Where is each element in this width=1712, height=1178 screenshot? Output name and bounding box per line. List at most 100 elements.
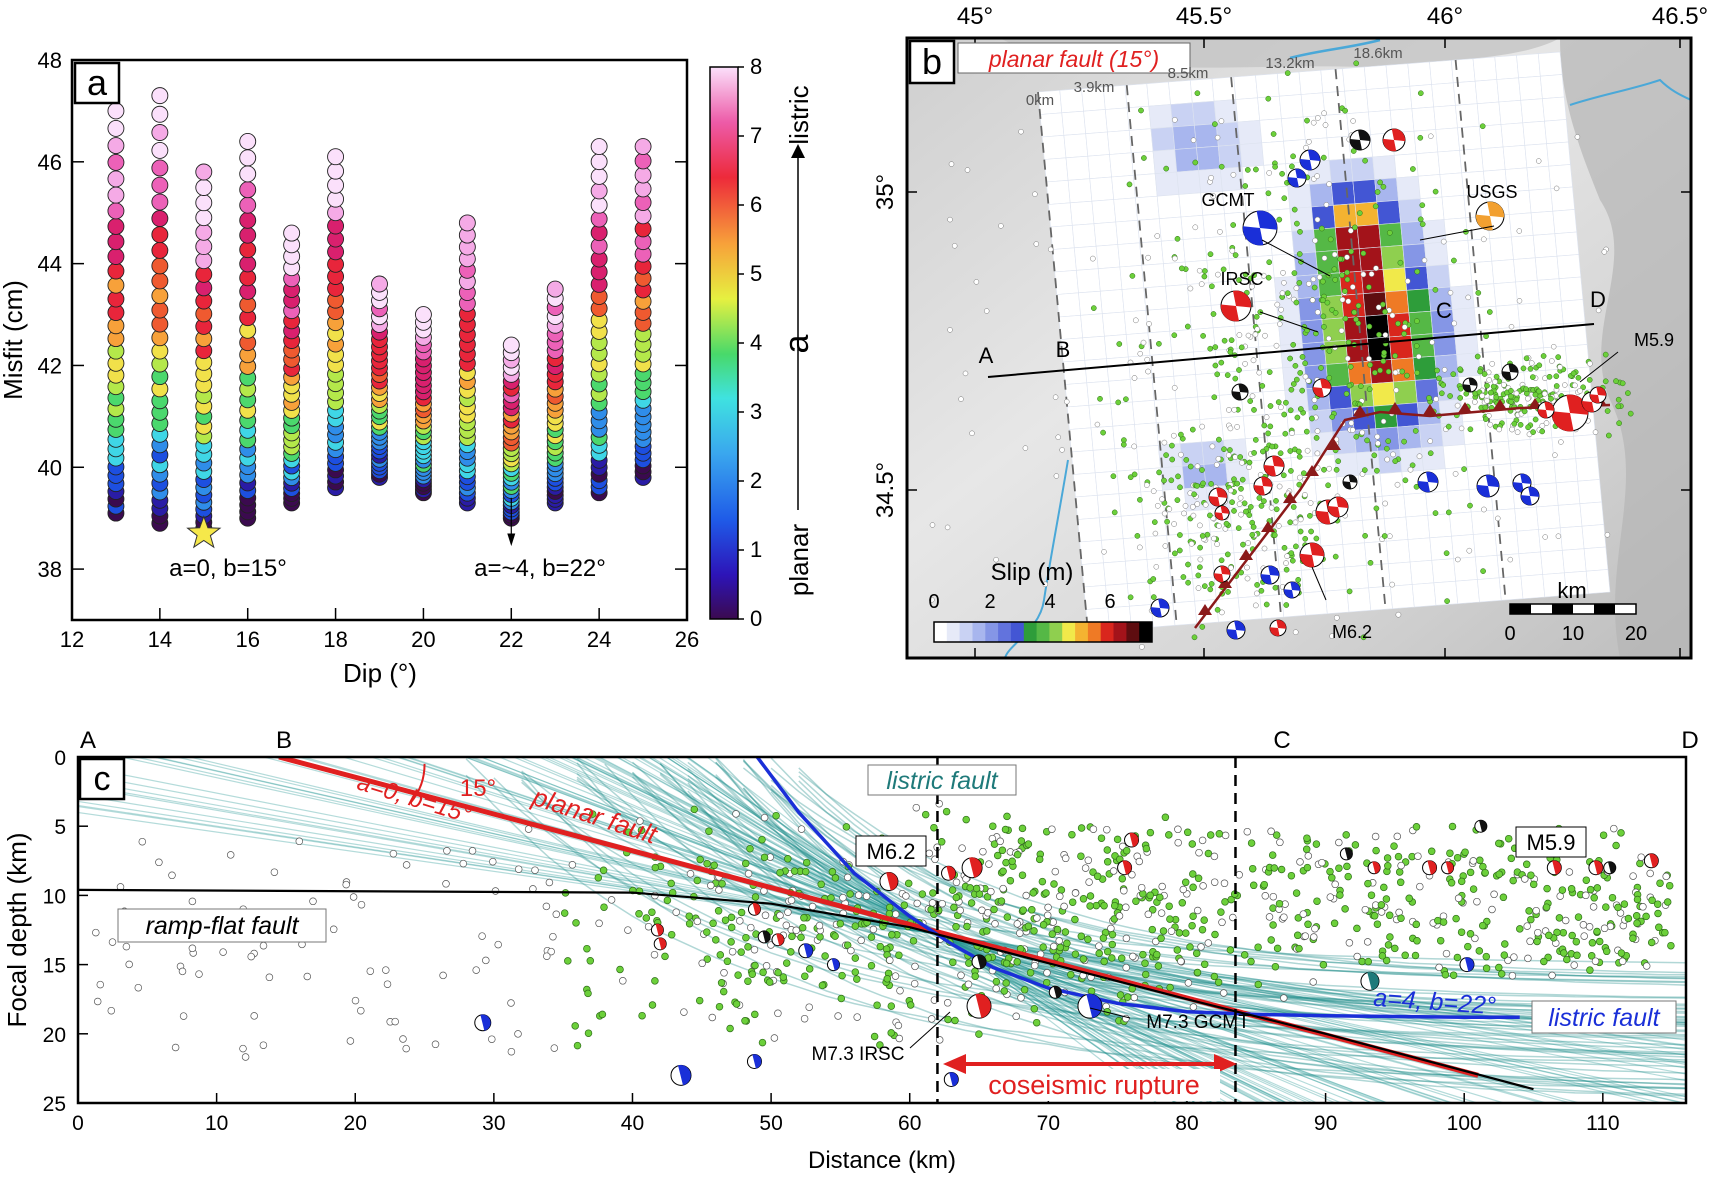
slip-patch <box>1134 422 1159 448</box>
epicenter <box>1227 425 1234 432</box>
slip-patch <box>1405 514 1431 540</box>
hypocenter <box>1497 970 1506 978</box>
hypocenter <box>573 1041 582 1050</box>
hypocenter <box>1221 898 1229 906</box>
slip-patch <box>1193 349 1218 375</box>
epicenter <box>1234 424 1240 430</box>
slip-patch <box>1076 268 1101 294</box>
hypocenter <box>648 1001 657 1009</box>
hypocenter <box>869 925 878 934</box>
epicenter <box>1548 358 1555 364</box>
beach-ball <box>1459 957 1475 973</box>
epicenter <box>1171 521 1177 527</box>
epicenter <box>1217 228 1223 235</box>
slip-scale-swatch <box>1113 622 1127 642</box>
hypocenter <box>93 997 102 1006</box>
epicenter <box>1303 428 1310 435</box>
slip-patch <box>1376 199 1401 225</box>
slip-patch <box>1202 213 1227 239</box>
epicenter <box>1242 271 1249 278</box>
slip-patch <box>1498 575 1524 601</box>
epicenter <box>1305 377 1312 384</box>
hypocenter <box>1565 868 1574 876</box>
epicenter <box>1374 433 1381 440</box>
hypocenter <box>1030 961 1039 970</box>
hypocenter <box>888 931 896 939</box>
hypocenter <box>1302 845 1311 854</box>
epicenter <box>1455 556 1461 563</box>
epicenter <box>1625 390 1631 396</box>
m62-label-box <box>855 835 927 867</box>
epicenter <box>1194 463 1201 470</box>
epicenter <box>1256 495 1263 501</box>
slip-patch <box>1097 266 1123 292</box>
panel-c-frame <box>76 755 1688 1105</box>
hypocenter <box>1599 831 1608 839</box>
slip-patch <box>1380 244 1406 270</box>
epicenter <box>1524 395 1531 402</box>
colorbar-tick-label: 2 <box>750 468 762 493</box>
event-label-m59: M5.9 <box>1634 330 1674 350</box>
slip-patch <box>1308 409 1333 435</box>
beach-ball-quadrant <box>1216 487 1228 498</box>
hypocenter <box>708 1013 717 1022</box>
hypocenter <box>1092 901 1101 910</box>
hypocenter <box>1548 971 1556 980</box>
beach-ball <box>971 954 987 970</box>
hypocenter <box>1416 882 1424 891</box>
epicenter <box>1207 512 1213 519</box>
epicenter <box>1250 357 1257 364</box>
slip-patch <box>1058 314 1084 340</box>
beach-ball-quadrant <box>1226 629 1238 640</box>
epicenter <box>1101 549 1107 555</box>
epicenter <box>1386 229 1393 236</box>
epicenter <box>1127 594 1134 601</box>
beach-ball-quadrant <box>1234 620 1246 631</box>
hypocenter <box>802 858 811 867</box>
fault-model-trace <box>770 773 1686 1055</box>
epicenter <box>1433 396 1439 402</box>
hypocenter <box>357 1006 365 1015</box>
hypocenter <box>876 942 885 951</box>
slip-patch <box>1446 489 1472 515</box>
beach-ball <box>1327 496 1349 518</box>
beach-ball-quadrant <box>975 993 991 1019</box>
epicenter <box>1350 148 1357 154</box>
epicenter <box>1261 498 1267 504</box>
epicenter <box>1530 429 1536 435</box>
epicenter <box>1235 525 1242 531</box>
slip-patch <box>1070 449 1096 475</box>
slip-patch <box>1385 63 1411 89</box>
hypocenter <box>989 822 997 830</box>
hypocenter <box>1184 979 1193 987</box>
beach-ball <box>1367 861 1381 875</box>
fault-model-trace <box>742 760 1686 1024</box>
epicenter <box>1097 395 1103 402</box>
hypocenter <box>1182 929 1190 937</box>
hypocenter <box>1495 963 1503 972</box>
epicenter <box>1492 379 1498 385</box>
hypocenter <box>951 1016 959 1025</box>
profile-point-a: A <box>979 343 994 368</box>
slip-patch <box>1172 124 1197 150</box>
hypocenter <box>1044 903 1052 912</box>
slip-patch <box>1537 51 1563 77</box>
epicenter <box>1137 350 1143 357</box>
hypocenter <box>1081 864 1090 872</box>
epicenter <box>1444 598 1450 604</box>
hypocenter <box>1122 934 1131 943</box>
hypocenter <box>776 911 784 920</box>
epicenter <box>1507 393 1514 400</box>
hypocenter <box>1299 910 1308 918</box>
epicenter <box>1288 386 1295 393</box>
slip-patch <box>1357 473 1383 499</box>
slip-patch <box>1575 456 1600 482</box>
hypocenter <box>1210 972 1219 981</box>
slip-patch <box>1082 335 1107 361</box>
hypocenter <box>714 907 723 915</box>
epicenter <box>1311 284 1318 291</box>
slip-patch <box>1449 511 1474 537</box>
hypocenter <box>1220 879 1229 888</box>
epicenter <box>1366 355 1372 362</box>
slip-patch <box>1052 247 1077 273</box>
